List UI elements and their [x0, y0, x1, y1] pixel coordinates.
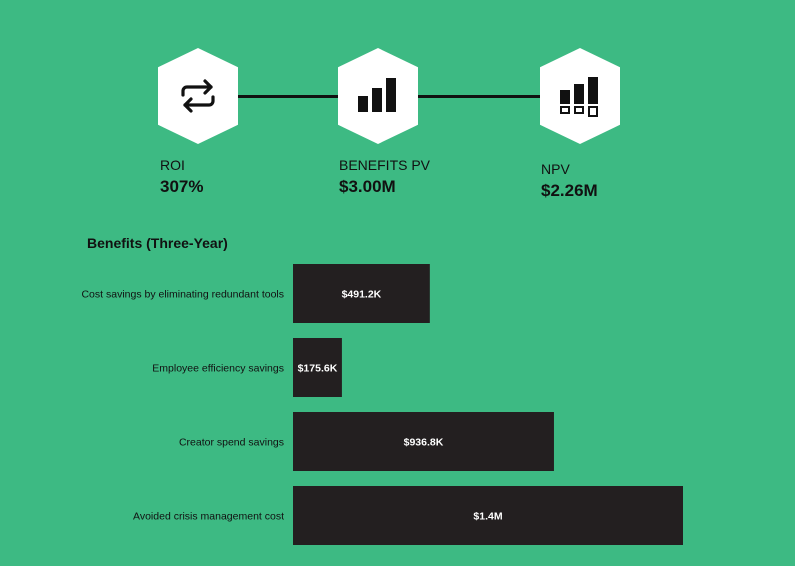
metric-npv-label: NPV	[541, 161, 570, 177]
bar-value-label: $1.4M	[473, 511, 502, 523]
refresh-icon	[181, 79, 215, 113]
metric-roi-label: ROI	[160, 157, 185, 173]
benefit-bar	[293, 264, 430, 323]
metric-roi: ROI 307%	[160, 157, 203, 197]
npv-chart-icon	[560, 77, 598, 117]
benefit-bar	[293, 412, 554, 471]
metric-benefits-pv-label: BENEFITS PV	[339, 157, 431, 173]
metric-npv-value: $2.26M	[541, 181, 598, 200]
category-label: Creator spend savings	[179, 437, 284, 449]
category-label: Avoided crisis management cost	[133, 511, 284, 523]
metrics-connector-line	[230, 95, 620, 98]
chart-title: Benefits (Three-Year)	[87, 235, 228, 251]
metric-benefits-pv: BENEFITS PV $3.00M	[339, 157, 430, 197]
category-label: Employee efficiency savings	[152, 363, 284, 375]
benefits-pv-hexagon	[338, 48, 418, 144]
roi-hexagon	[158, 48, 238, 144]
metric-benefits-pv-value: $3.00M	[339, 177, 396, 196]
bar-value-label: $936.8K	[404, 437, 444, 449]
bar-value-label: $491.2K	[342, 289, 382, 301]
category-label: Cost savings by eliminating redundant to…	[81, 289, 284, 301]
benefit-bar	[293, 486, 683, 545]
npv-hexagon	[540, 48, 620, 144]
bar-chart-icon	[358, 78, 396, 112]
metric-roi-value: 307%	[160, 177, 204, 196]
bar-value-label: $175.6K	[298, 363, 338, 375]
benefit-bar	[293, 338, 342, 397]
metric-npv: NPV $2.26M	[541, 161, 598, 201]
